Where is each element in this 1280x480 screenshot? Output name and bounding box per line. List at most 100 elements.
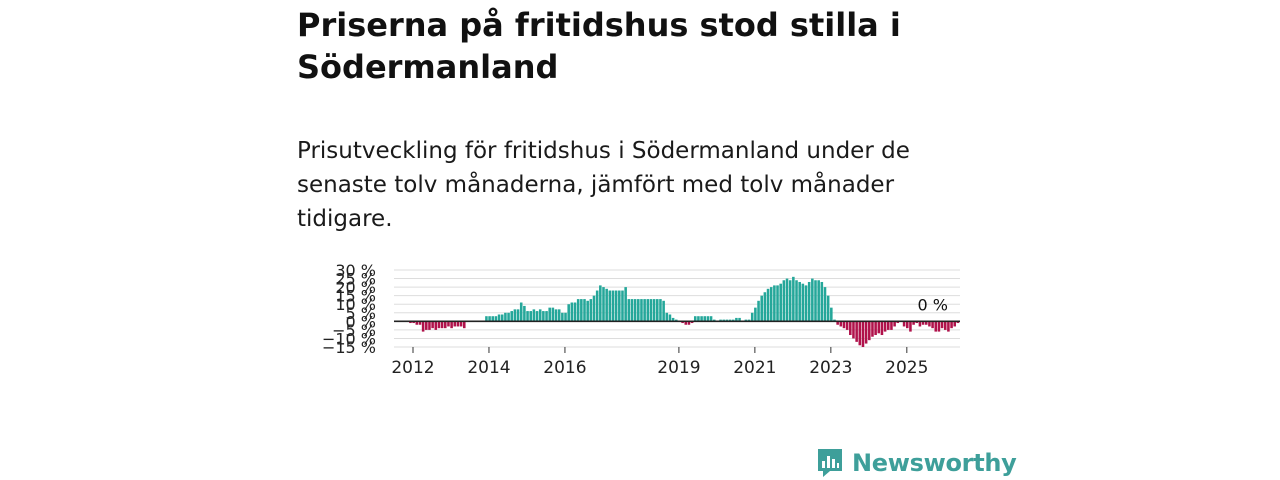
bar bbox=[580, 299, 583, 322]
bar bbox=[592, 295, 596, 322]
bar bbox=[431, 321, 434, 329]
bar bbox=[943, 321, 947, 330]
bar bbox=[507, 312, 510, 322]
bar bbox=[630, 299, 634, 322]
bar bbox=[459, 321, 463, 327]
bar bbox=[703, 316, 707, 322]
bar bbox=[440, 321, 444, 329]
bar bbox=[757, 300, 760, 322]
bar bbox=[855, 321, 858, 342]
bar bbox=[807, 281, 811, 322]
bar bbox=[801, 283, 805, 322]
bar bbox=[548, 307, 551, 322]
bar bbox=[599, 285, 602, 322]
bar bbox=[447, 321, 450, 327]
x-tick-label: 2012 bbox=[391, 358, 434, 378]
bar bbox=[817, 280, 820, 322]
y-tick-label: 0 % bbox=[346, 312, 376, 331]
bar bbox=[659, 299, 662, 322]
bar bbox=[425, 321, 428, 330]
bar bbox=[513, 309, 517, 322]
bar bbox=[684, 321, 688, 325]
bar bbox=[500, 314, 504, 322]
bar bbox=[627, 299, 631, 322]
bar bbox=[706, 316, 710, 322]
x-tick-label: 2014 bbox=[467, 358, 510, 378]
bar bbox=[912, 321, 915, 325]
bar bbox=[782, 280, 786, 322]
bar bbox=[896, 321, 900, 324]
bar bbox=[950, 321, 953, 329]
bar bbox=[532, 309, 536, 322]
x-tick-label: 2025 bbox=[885, 358, 928, 378]
bar bbox=[719, 319, 722, 322]
bar bbox=[769, 287, 773, 322]
bar bbox=[602, 287, 605, 322]
bar bbox=[779, 283, 782, 322]
bar bbox=[814, 280, 817, 322]
price-change-chart: −15 %−10 %−5 %0 %5 %10 %15 %20 %25 %30 %… bbox=[322, 262, 960, 378]
bar bbox=[849, 321, 852, 336]
chart-title: Priserna på fritidshus stod stilla i Söd… bbox=[297, 6, 901, 86]
newsworthy-logo-text: Newsworthy bbox=[852, 449, 1017, 477]
bar bbox=[542, 311, 545, 322]
bar bbox=[491, 316, 495, 322]
bar bbox=[633, 299, 637, 322]
bar bbox=[665, 312, 669, 322]
bar bbox=[728, 319, 732, 322]
bar bbox=[611, 290, 615, 322]
bar bbox=[681, 321, 684, 324]
bar bbox=[953, 321, 957, 327]
bar bbox=[744, 319, 748, 322]
bar bbox=[690, 321, 694, 324]
bar bbox=[488, 316, 491, 322]
bar bbox=[795, 280, 798, 322]
newsworthy-logo-icon bbox=[818, 449, 842, 477]
bar bbox=[608, 290, 612, 322]
bar bbox=[839, 321, 843, 327]
bar bbox=[928, 321, 931, 327]
bar bbox=[852, 321, 855, 339]
bar bbox=[785, 278, 789, 322]
bar bbox=[529, 311, 532, 322]
bar bbox=[833, 319, 836, 322]
bar bbox=[725, 319, 729, 322]
bar bbox=[880, 321, 884, 336]
y-tick-label: −10 % bbox=[322, 329, 376, 348]
bar bbox=[792, 276, 795, 322]
bar bbox=[811, 278, 814, 322]
bar bbox=[687, 321, 691, 325]
bar bbox=[462, 321, 466, 329]
bar bbox=[823, 287, 827, 322]
bar bbox=[861, 321, 865, 347]
bar bbox=[671, 317, 675, 322]
bar bbox=[567, 304, 570, 322]
bar bbox=[589, 299, 593, 322]
bar bbox=[576, 299, 580, 322]
bar bbox=[554, 309, 558, 322]
bar bbox=[947, 321, 950, 332]
bar bbox=[788, 280, 792, 322]
bar bbox=[640, 299, 643, 322]
bar bbox=[735, 317, 738, 322]
bar bbox=[605, 288, 608, 322]
bar bbox=[643, 299, 646, 322]
bar bbox=[905, 321, 909, 329]
newsworthy-logo: Newsworthy bbox=[816, 446, 1017, 480]
bar bbox=[485, 316, 488, 322]
bar bbox=[614, 290, 618, 322]
bar bbox=[836, 321, 839, 325]
bar bbox=[693, 316, 697, 322]
bar bbox=[415, 321, 419, 325]
bar bbox=[586, 300, 589, 322]
bar bbox=[456, 321, 460, 327]
bar bbox=[937, 321, 941, 332]
bar bbox=[668, 314, 672, 322]
bar bbox=[570, 302, 574, 322]
bar bbox=[931, 321, 934, 329]
bar bbox=[776, 285, 779, 322]
bar bbox=[621, 290, 624, 322]
bar bbox=[874, 321, 877, 336]
bar bbox=[409, 321, 412, 324]
bar bbox=[583, 299, 586, 322]
